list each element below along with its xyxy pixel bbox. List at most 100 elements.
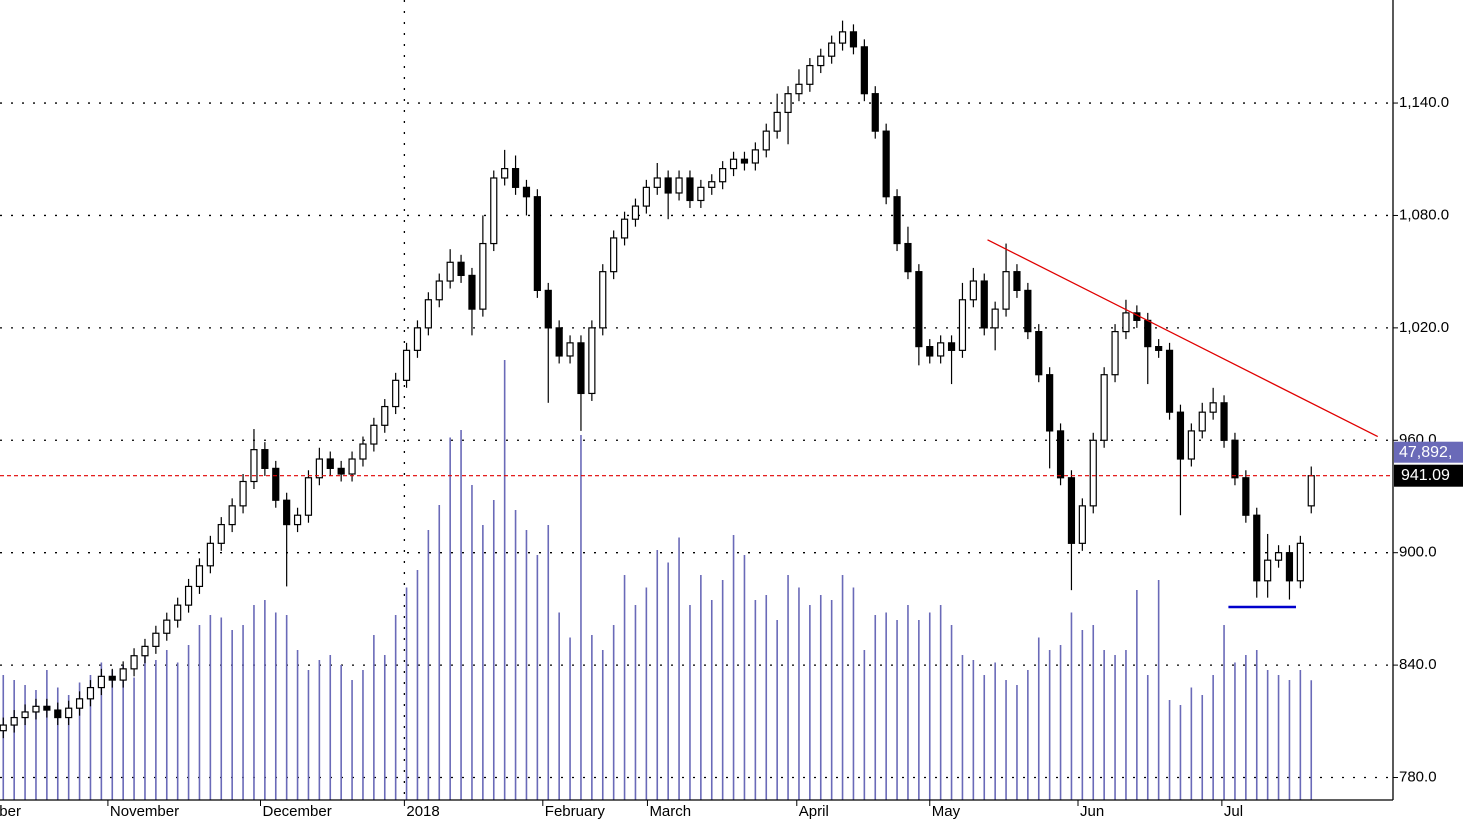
candle-body (1144, 319, 1152, 348)
candle-body (359, 443, 367, 460)
candle-body (773, 111, 781, 132)
candle-body (740, 158, 749, 164)
candle-body (555, 327, 563, 357)
candle-body (893, 196, 901, 245)
y-tick-label: 780.0 (1399, 768, 1437, 785)
y-tick-label: 900.0 (1399, 544, 1437, 561)
candle-body (1209, 402, 1217, 413)
candle-body (762, 130, 770, 151)
candle-body (1307, 475, 1315, 507)
x-tick-label: May (932, 803, 961, 820)
candle-body (0, 724, 7, 732)
candle-body (937, 342, 945, 357)
candle-body (664, 177, 672, 194)
candle-body (174, 604, 182, 621)
candle-body (729, 158, 738, 170)
y-tick-label: 1,080.0 (1399, 206, 1449, 223)
candle-body (75, 698, 84, 709)
candle-body (32, 705, 40, 713)
candle-body (130, 655, 138, 670)
candle-body (108, 675, 116, 681)
candle-body (610, 237, 618, 273)
candle-body (141, 645, 149, 657)
candle-body (1155, 346, 1163, 351)
candle-body (980, 280, 988, 329)
candle-body (653, 177, 661, 188)
y-tick-label: 840.0 (1399, 656, 1437, 673)
candle-body (1035, 331, 1043, 376)
candle-body (86, 686, 95, 700)
candle-body (620, 218, 629, 239)
candle-body (588, 327, 596, 395)
candle-body (849, 31, 858, 48)
candle-body (337, 467, 345, 475)
x-tick-label: April (799, 803, 829, 820)
candle-body (1253, 514, 1261, 582)
candle-body (631, 205, 640, 220)
candle-body (326, 458, 334, 469)
trendline (987, 239, 1379, 438)
x-tick-label: November (110, 803, 179, 820)
candle-body (915, 271, 923, 348)
x-tick-label: 2018 (406, 803, 439, 820)
candle-body (413, 327, 422, 351)
candle-body (1264, 559, 1272, 582)
candle-body (1067, 477, 1076, 544)
candle-body (1198, 411, 1206, 432)
candle-body (708, 181, 716, 188)
candle-body (566, 342, 574, 357)
candle-body (947, 342, 956, 351)
candle-body (511, 168, 520, 188)
candle-body (1111, 331, 1119, 376)
candle-body (402, 349, 411, 381)
candle-body (261, 449, 269, 469)
candle-body (838, 31, 847, 44)
candle-body (533, 196, 541, 291)
candle-body (1187, 430, 1195, 460)
candle-body (828, 42, 836, 57)
x-tick-label: Jun (1080, 803, 1104, 820)
candle-body (795, 83, 803, 95)
y-tick-label: 1,020.0 (1399, 319, 1449, 336)
candle-body (882, 130, 890, 198)
volume-label: 47,892, (1399, 444, 1452, 461)
candle-body (1296, 542, 1304, 582)
candle-body (272, 467, 280, 501)
candle-body (250, 449, 258, 483)
candle-body (1013, 271, 1021, 291)
candle-body (195, 565, 204, 588)
candle-body (239, 480, 247, 507)
candle-body (751, 149, 759, 164)
candle-body (860, 46, 868, 95)
candle-body (642, 186, 650, 207)
candle-body (991, 308, 999, 329)
candle-body (228, 505, 236, 526)
candle-body (1165, 349, 1174, 413)
candle-body (293, 514, 302, 526)
candle-body (577, 342, 585, 395)
candle-body (544, 289, 552, 329)
candle-body (522, 186, 531, 198)
x-tick-label: March (649, 803, 691, 820)
candle-body (806, 64, 814, 85)
candle-body (1089, 439, 1097, 507)
candle-body (926, 346, 934, 357)
candle-body (217, 523, 225, 544)
candle-body (10, 716, 18, 726)
candle-body (348, 458, 356, 475)
candle-body (1231, 439, 1239, 479)
candle-body (1078, 505, 1086, 544)
volume-box (1394, 441, 1463, 463)
candle-body (381, 405, 389, 426)
candle-body (283, 499, 291, 526)
candle-body (1220, 402, 1228, 441)
candle-body (675, 177, 683, 194)
candle-body (163, 619, 171, 634)
candle-body (1046, 374, 1054, 432)
y-tick-label: 1,140.0 (1399, 94, 1449, 111)
candle-body (206, 542, 214, 567)
candle-body (1122, 312, 1130, 333)
x-tick-label: December (263, 803, 332, 820)
candle-body (1024, 289, 1032, 333)
